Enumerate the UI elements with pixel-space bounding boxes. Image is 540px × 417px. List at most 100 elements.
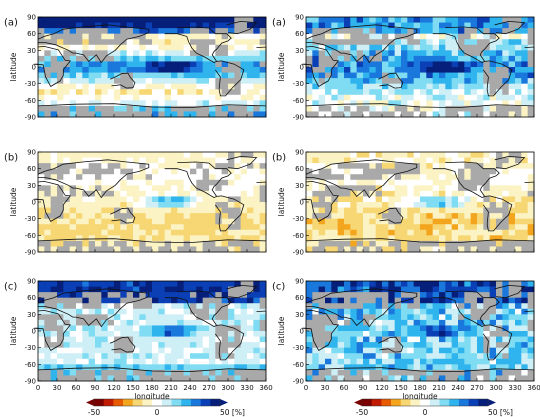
heatmap-cell (483, 303, 491, 310)
heatmap-cell (521, 67, 529, 73)
heatmap-cell (139, 28, 147, 35)
heatmap-cell (375, 336, 383, 343)
heatmap-cell (375, 303, 383, 310)
heatmap-cell (306, 331, 313, 337)
heatmap-cell (382, 89, 389, 96)
heatmap-cell (101, 308, 109, 315)
heatmap-cell (344, 174, 351, 181)
heatmap-cell (331, 100, 339, 107)
heatmap-cell (259, 196, 267, 203)
heatmap-cell (202, 342, 210, 349)
heatmap-cell (152, 67, 159, 73)
heatmap-cell (158, 179, 166, 186)
heatmap-cell (95, 235, 102, 242)
heatmap-cell (312, 358, 320, 365)
heatmap-cell (202, 297, 210, 304)
heatmap-cell (69, 224, 77, 231)
heatmap-cell (57, 190, 64, 197)
heatmap-cell (114, 50, 121, 57)
heatmap-cell (133, 67, 140, 73)
heatmap-cell (464, 78, 472, 85)
heatmap-cell (107, 179, 115, 186)
heatmap-cell (50, 72, 58, 79)
heatmap-cell (420, 347, 427, 354)
heatmap-cell (95, 325, 102, 332)
heatmap-cell (527, 61, 535, 68)
heatmap-cell (515, 303, 522, 310)
heatmap-cell (458, 179, 465, 186)
heatmap-cell (420, 218, 427, 225)
heatmap-cell (356, 281, 364, 287)
heatmap-cell (369, 364, 377, 371)
heatmap-cell (325, 325, 332, 332)
heatmap-cell (477, 281, 484, 287)
heatmap-cell (508, 375, 516, 382)
heatmap-cell (183, 303, 191, 310)
heatmap-cell (177, 163, 185, 170)
heatmap-cell (76, 152, 83, 158)
heatmap-cell (215, 152, 223, 158)
heatmap-cell (82, 353, 90, 360)
heatmap-cell (363, 190, 370, 197)
heatmap-cell (483, 235, 491, 242)
heatmap-cell (325, 44, 332, 51)
heatmap-cell (183, 28, 191, 35)
heatmap-cell (114, 246, 121, 253)
heatmap-cell (57, 152, 64, 158)
heatmap-cell (413, 281, 421, 287)
heatmap-cell (259, 163, 267, 170)
heatmap-cell (107, 213, 115, 220)
heatmap-cell (527, 190, 535, 197)
heatmap-cell (171, 55, 178, 62)
heatmap-cell (171, 308, 178, 315)
heatmap-cell (521, 111, 529, 118)
heatmap-cell (228, 152, 235, 158)
heatmap-cell (331, 94, 339, 101)
heatmap-cell (508, 157, 516, 164)
heatmap-cell (177, 44, 185, 51)
heatmap-cell (350, 72, 358, 79)
heatmap-cell (215, 353, 223, 360)
heatmap-cell (152, 168, 159, 175)
heatmap-cell (82, 246, 90, 253)
heatmap-cell (420, 163, 427, 170)
heatmap-cell (120, 157, 128, 164)
heatmap-cell (489, 163, 497, 170)
heatmap-cell (363, 94, 370, 101)
heatmap-cell (101, 342, 109, 349)
heatmap-cell (152, 229, 159, 236)
coastline (432, 161, 500, 199)
heatmap-cell (171, 375, 178, 382)
heatmap-cell (306, 22, 313, 29)
heatmap-cell (325, 83, 332, 90)
heatmap-cell (164, 347, 172, 354)
heatmap-cell (515, 319, 522, 326)
heatmap-cell (82, 336, 90, 343)
heatmap-cell (196, 347, 204, 354)
heatmap-cell (439, 246, 446, 253)
heatmap-cell (50, 303, 58, 310)
heatmap-cell (107, 100, 115, 107)
heatmap-cell (502, 174, 510, 181)
heatmap-cell (171, 314, 178, 321)
heatmap-cell (318, 174, 326, 181)
heatmap-cell (515, 44, 522, 51)
heatmap-cell (445, 89, 453, 96)
heatmap-cell (196, 67, 204, 73)
heatmap-cell (420, 229, 427, 236)
heatmap-cell (344, 375, 351, 382)
heatmap-cell (401, 179, 408, 186)
heatmap-cell (369, 196, 377, 203)
heatmap-cell (483, 61, 491, 68)
heatmap-cell (164, 336, 172, 343)
heatmap-cell (477, 342, 484, 349)
heatmap-cell (50, 111, 58, 118)
heatmap-cell (477, 67, 484, 73)
heatmap-cell (177, 78, 185, 85)
heatmap-cell (369, 213, 377, 220)
heatmap-cell (483, 157, 491, 164)
heatmap-cell (190, 163, 197, 170)
heatmap-cell (63, 229, 71, 236)
heatmap-cell (228, 281, 235, 287)
heatmap-cell (521, 297, 529, 304)
